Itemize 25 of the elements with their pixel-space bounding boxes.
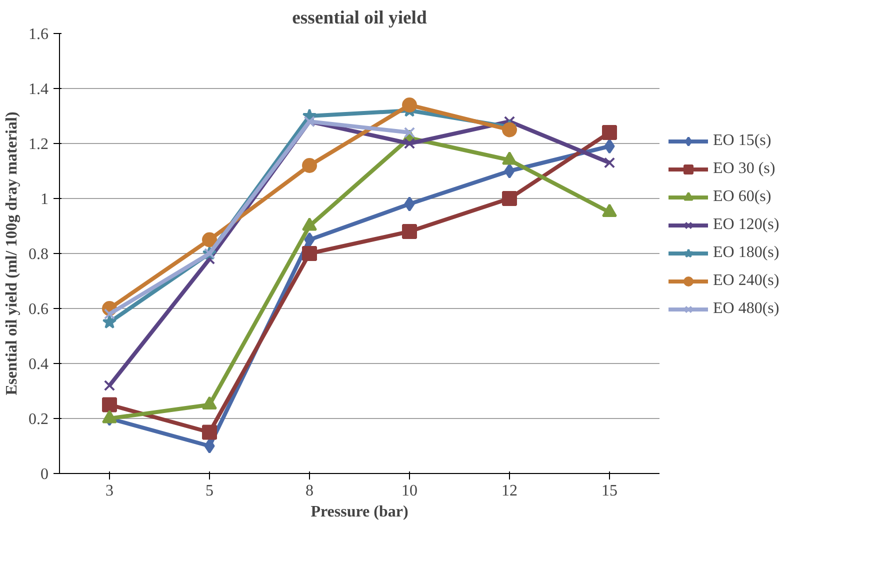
y-axis-title: Esential oil yield (ml/ 100g dray material) <box>4 112 20 396</box>
y-tick-label: 0.2 <box>28 411 48 428</box>
y-tick-label: 1 <box>40 191 48 208</box>
legend-label: EO 60(s) <box>713 188 772 206</box>
y-tick-label: 1.4 <box>28 81 48 98</box>
chart-title: essential oil yield <box>292 8 428 28</box>
x-tick-label: 5 <box>206 482 214 500</box>
legend-label: EO 480(s) <box>713 300 780 318</box>
x-tick-label: 10 <box>402 482 418 500</box>
x-tick-label: 12 <box>502 482 518 500</box>
legend-label: EO 180(s) <box>713 244 780 262</box>
y-tick-label: 0.4 <box>28 356 48 373</box>
x-tick-label: 8 <box>306 482 314 500</box>
legend-label: EO 30 (s) <box>713 160 776 178</box>
x-axis-title: Pressure (bar) <box>310 504 408 520</box>
y-tick-label: 0.8 <box>28 246 48 263</box>
x-tick-label: 15 <box>602 482 618 500</box>
y-tick-label: 1.2 <box>28 136 48 153</box>
y-tick-label: 0.6 <box>28 301 48 318</box>
y-tick-label: 0 <box>40 466 48 483</box>
legend-label: EO 240(s) <box>713 272 780 290</box>
legend-label: EO 120(s) <box>713 216 780 234</box>
x-tick-label: 3 <box>106 482 114 500</box>
y-tick-label: 1.6 <box>28 26 48 43</box>
legend-label: EO 15(s) <box>713 132 772 150</box>
